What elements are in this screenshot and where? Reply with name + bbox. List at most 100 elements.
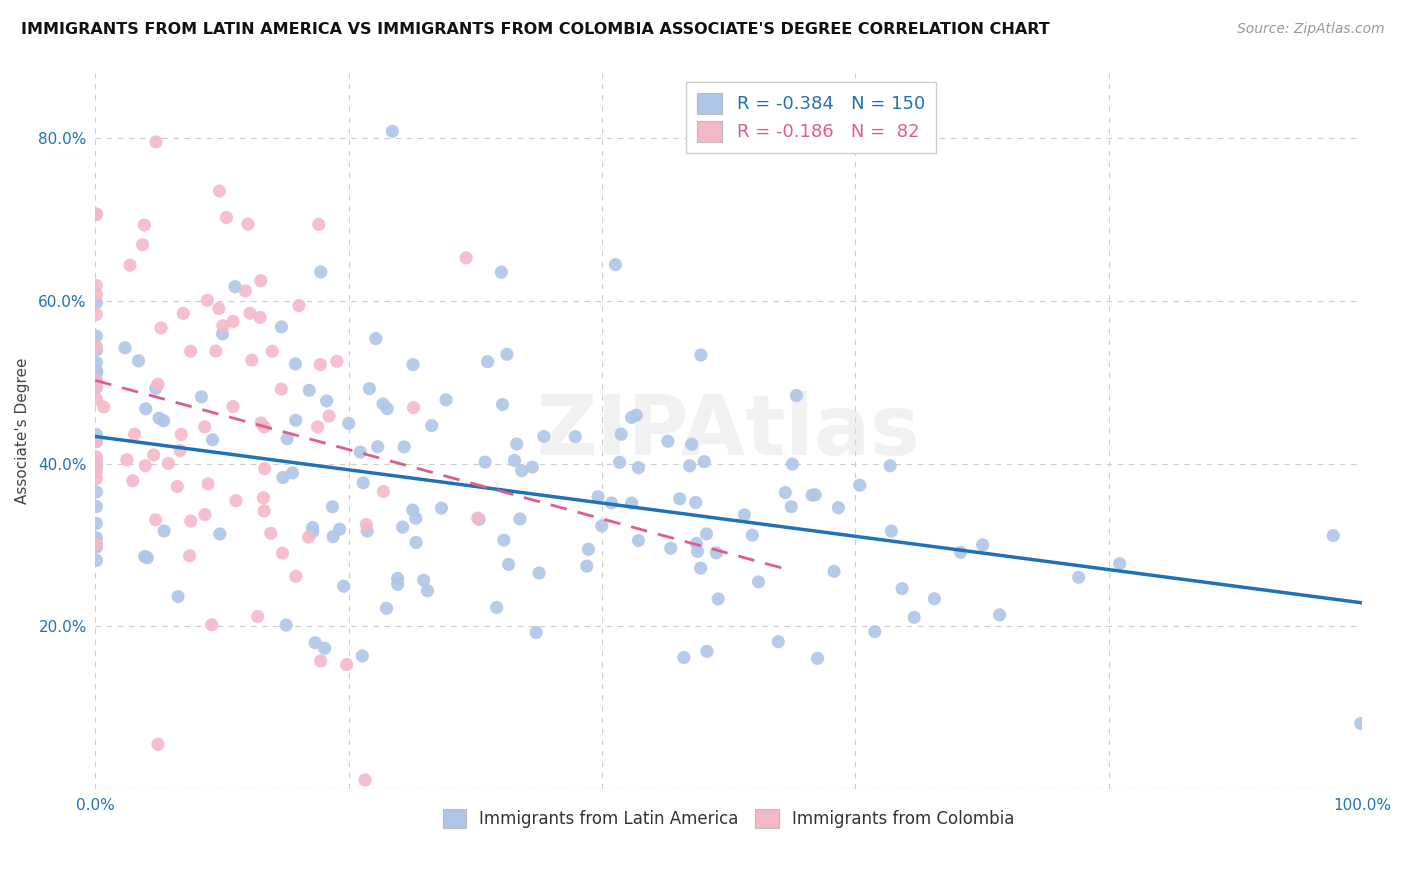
Point [86,392,108,406]
Point [509,512,531,526]
Point [86,464,108,478]
Point [880,524,903,538]
Point [115,452,138,467]
Point [524,625,547,640]
Point [146,377,169,392]
Point [416,583,439,598]
Point [86,434,108,449]
Point [86,485,108,500]
Point [891,582,914,596]
Point [276,432,298,446]
Point [204,344,226,359]
Point [307,420,329,434]
Point [197,293,219,308]
Point [86,287,108,301]
Point [86,537,108,551]
Point [402,401,425,415]
Point [626,408,648,422]
Point [332,579,354,593]
Point [86,538,108,552]
Point [491,397,513,411]
Y-axis label: Associate's Degree: Associate's Degree [15,358,30,504]
Point [304,636,326,650]
Point [704,546,727,560]
Point [681,437,703,451]
Point [253,420,276,434]
Point [170,427,193,442]
Point [197,477,219,491]
Point [359,382,381,396]
Point [620,496,643,510]
Text: Source: ZipAtlas.com: Source: ZipAtlas.com [1237,22,1385,37]
Point [271,546,294,560]
Point [510,464,533,478]
Point [657,434,679,449]
Point [672,650,695,665]
Point [86,207,108,221]
Point [491,265,513,279]
Point [86,366,108,380]
Point [336,657,359,672]
Point [288,299,311,313]
Point [215,211,238,225]
Point [146,737,169,751]
Point [391,520,413,534]
Point [527,566,550,580]
Point [150,321,173,335]
Point [371,397,394,411]
Point [988,607,1011,622]
Point [337,417,360,431]
Point [496,347,519,361]
Point [86,380,108,394]
Point [297,530,319,544]
Point [128,353,150,368]
Point [321,500,343,514]
Point [782,457,804,471]
Point [322,530,344,544]
Point [610,427,633,442]
Point [1350,716,1372,731]
Point [246,609,269,624]
Point [86,450,108,464]
Point [153,524,176,538]
Point [179,549,201,563]
Point [578,542,600,557]
Point [315,393,337,408]
Point [208,527,231,541]
Point [252,491,274,505]
Point [533,429,555,443]
Point [352,475,374,490]
Point [827,500,849,515]
Point [949,545,972,559]
Point [86,516,108,531]
Point [354,772,377,787]
Point [284,357,307,371]
Point [148,411,170,425]
Point [167,590,190,604]
Point [693,455,716,469]
Point [392,440,415,454]
Point [768,634,790,648]
Point [86,364,108,378]
Point [352,648,374,663]
Point [249,310,271,325]
Point [222,314,245,328]
Point [250,416,273,430]
Point [240,353,263,368]
Point [86,373,108,387]
Point [86,355,108,369]
Point [309,265,332,279]
Point [326,354,349,368]
Point [924,591,946,606]
Point [503,453,526,467]
Point [208,301,231,316]
Point [86,278,108,293]
Point [309,358,332,372]
Point [284,413,307,427]
Point [741,528,763,542]
Point [86,472,108,486]
Point [747,574,769,589]
Point [86,427,108,442]
Point [456,251,478,265]
Point [689,561,711,575]
